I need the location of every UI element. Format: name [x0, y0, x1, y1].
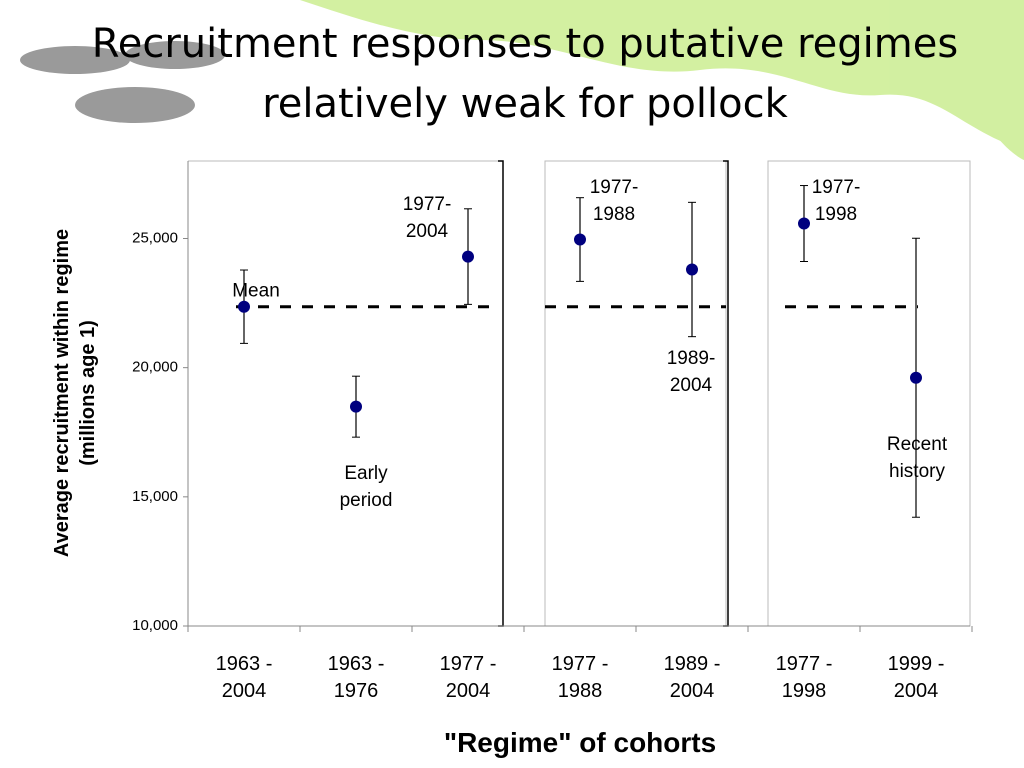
y-axis-title-line: (millions age 1) — [77, 320, 99, 466]
x-tick-label: 1977 - 1998 — [775, 653, 833, 702]
fish — [20, 41, 225, 123]
y-tick-label: 10,000 — [132, 617, 178, 634]
plot: 10,000 15,000 20,000 25,000 — [132, 160, 973, 634]
title: Recruitment responses to putative regime… — [91, 21, 959, 127]
x-tick-label: 1977 - 1988 — [551, 653, 609, 702]
decoration — [300, 0, 1024, 160]
annotation: 1977- 1988 — [589, 177, 639, 225]
y-axis-title: Average recruitment within regime (millio… — [49, 229, 101, 557]
panel-frame — [767, 160, 971, 627]
x-axis-title: "Regime" of cohorts — [443, 727, 717, 758]
point — [910, 371, 922, 384]
annotation: 1977- 2004 — [402, 194, 452, 242]
bracket — [498, 160, 504, 627]
point — [462, 250, 474, 263]
point — [798, 217, 810, 230]
annotation: 1977- 1998 — [811, 177, 861, 225]
y-tick-label: 20,000 — [132, 359, 178, 376]
point — [574, 233, 586, 246]
x-tick-label: 1989 - 2004 — [663, 653, 721, 702]
x-tick-label: 1999 - 2004 — [887, 653, 945, 702]
x-tick-label: 1963 - 2004 — [215, 653, 273, 702]
point — [238, 300, 250, 313]
annotation: Early period — [339, 463, 393, 511]
y-axis-title-line: Average recruitment within regime — [51, 228, 73, 558]
annotation: 1989- 2004 — [666, 348, 716, 396]
x-tick-label: 1977 - 2004 — [439, 653, 497, 702]
y-tick-label: 25,000 — [132, 229, 178, 246]
point — [350, 400, 362, 413]
x-tick-label: 1963 - 1976 — [327, 653, 385, 702]
point — [686, 263, 698, 276]
annotation: Recent history — [886, 434, 948, 482]
y-tick-label: 15,000 — [132, 488, 178, 505]
annotation: Mean — [232, 280, 280, 302]
